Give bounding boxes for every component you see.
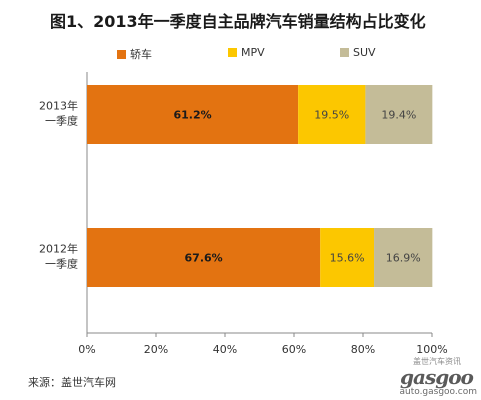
x-tick-label: 80% xyxy=(351,343,375,356)
legend-item-sedan: 轿车 xyxy=(117,46,152,62)
bar-segment xyxy=(320,228,375,287)
x-tick-label: 20% xyxy=(144,343,168,356)
watermark-url: auto.gasgoo.com xyxy=(399,387,477,397)
data-label: 19.5% xyxy=(314,109,349,122)
x-tick-label: 40% xyxy=(213,343,237,356)
chart-title: 图1、2013年一季度自主品牌汽车销量结构占比变化 xyxy=(50,12,426,31)
legend-item-suv: SUV xyxy=(340,46,376,59)
watermark-top-text: 盖世汽车资讯 xyxy=(413,357,461,366)
category-label: 2013年 xyxy=(39,99,78,113)
watermark-logo-text: gasgoo xyxy=(400,365,474,389)
legend-label-suv: SUV xyxy=(353,46,376,59)
bar-segment xyxy=(374,228,433,287)
legend-label-sedan: 轿车 xyxy=(130,48,152,61)
data-label: 19.4% xyxy=(381,109,416,122)
bar-segment xyxy=(298,85,366,144)
legend-label-mpv: MPV xyxy=(241,46,265,59)
legend-item-mpv: MPV xyxy=(228,46,265,59)
gasgoo-watermark: 盖世汽车资讯 gasgoo auto.gasgoo.com xyxy=(384,356,479,398)
x-tick-label: 60% xyxy=(282,343,306,356)
bar-segment xyxy=(87,85,299,144)
data-label: 67.6% xyxy=(185,252,223,265)
data-label: 15.6% xyxy=(330,252,365,265)
category-label: 一季度 xyxy=(45,114,78,128)
source-note: 来源：盖世汽车网 xyxy=(28,376,116,389)
legend-swatch-sedan xyxy=(117,49,126,59)
legend-swatch-mpv xyxy=(228,48,237,57)
data-label: 61.2% xyxy=(173,109,211,122)
category-label: 2012年 xyxy=(39,242,78,256)
bar-segment xyxy=(365,85,433,144)
bar-segment xyxy=(87,228,321,287)
x-tick-label: 0% xyxy=(78,343,95,356)
data-label: 16.9% xyxy=(386,252,421,265)
x-tick-label: 100% xyxy=(416,343,447,356)
legend-swatch-suv xyxy=(340,48,349,57)
legend: 轿车 MPV SUV xyxy=(0,46,481,62)
category-label: 一季度 xyxy=(45,257,78,271)
